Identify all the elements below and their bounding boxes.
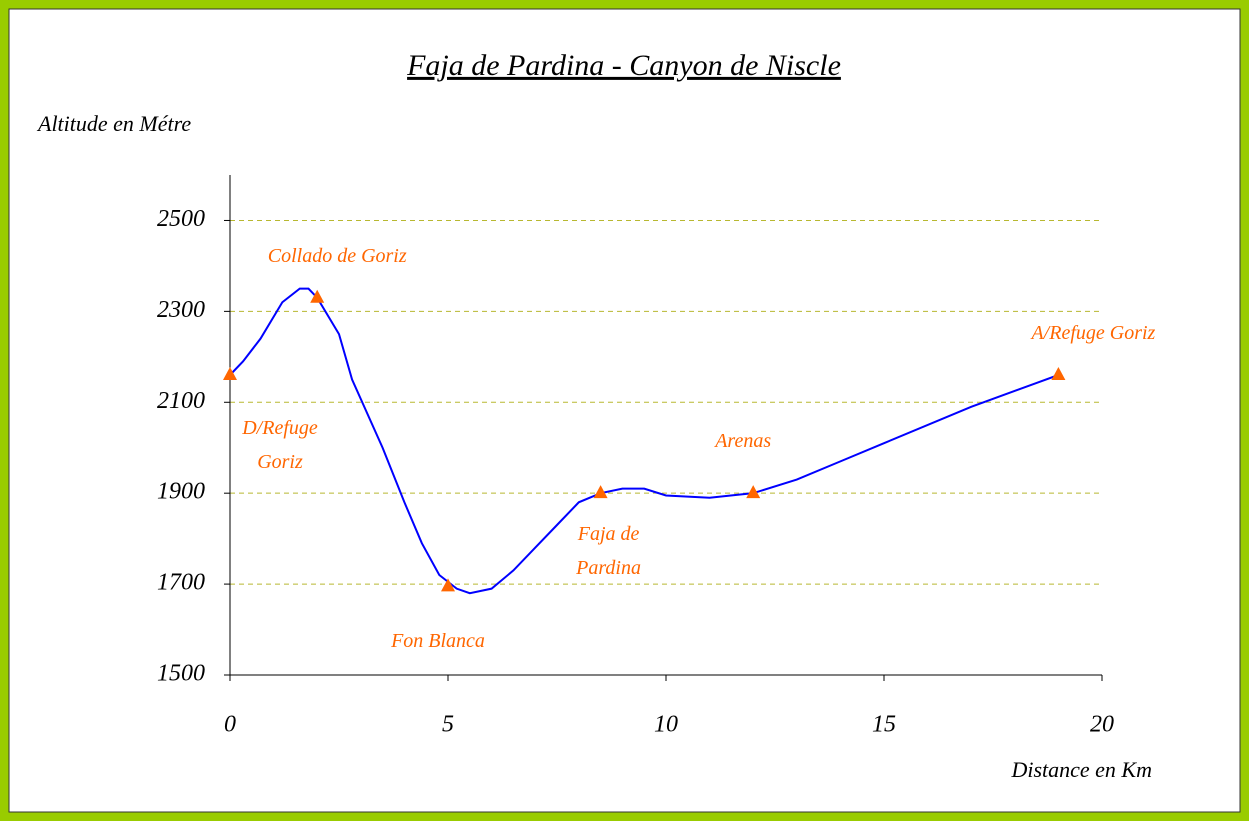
point-label: Faja de Pardina xyxy=(576,523,641,580)
point-label: Collado de Goriz xyxy=(267,244,407,267)
y-tick-label: 2300 xyxy=(157,297,205,323)
chart-title: Faja de Pardina - Canyon de Niscle xyxy=(406,49,841,82)
marker xyxy=(1051,367,1066,380)
x-tick-label: 20 xyxy=(1090,712,1114,738)
y-tick-label: 1700 xyxy=(157,570,205,596)
y-axis-label: Altitude en Métre xyxy=(36,111,191,136)
x-tick-label: 15 xyxy=(872,712,896,738)
point-label: D/Refuge Goriz xyxy=(242,417,318,473)
x-tick-label: 5 xyxy=(442,712,454,738)
marker xyxy=(746,485,761,499)
x-tick-label: 10 xyxy=(654,712,678,738)
y-tick-label: 1500 xyxy=(157,661,205,687)
point-label: Fon Blanca xyxy=(391,630,485,653)
y-tick-label: 2500 xyxy=(157,206,205,232)
y-tick-label: 2100 xyxy=(157,388,205,414)
chart-background xyxy=(8,8,1241,813)
x-axis-label: Distance en Km xyxy=(1010,757,1152,782)
marker xyxy=(223,367,237,380)
marker xyxy=(310,289,325,303)
point-label: Arenas xyxy=(715,430,772,453)
y-tick-label: 1900 xyxy=(157,479,205,505)
marker xyxy=(593,485,608,499)
marker xyxy=(441,578,455,592)
point-label: A/Refuge Goriz xyxy=(1031,322,1156,344)
x-tick-label: 0 xyxy=(224,712,236,738)
